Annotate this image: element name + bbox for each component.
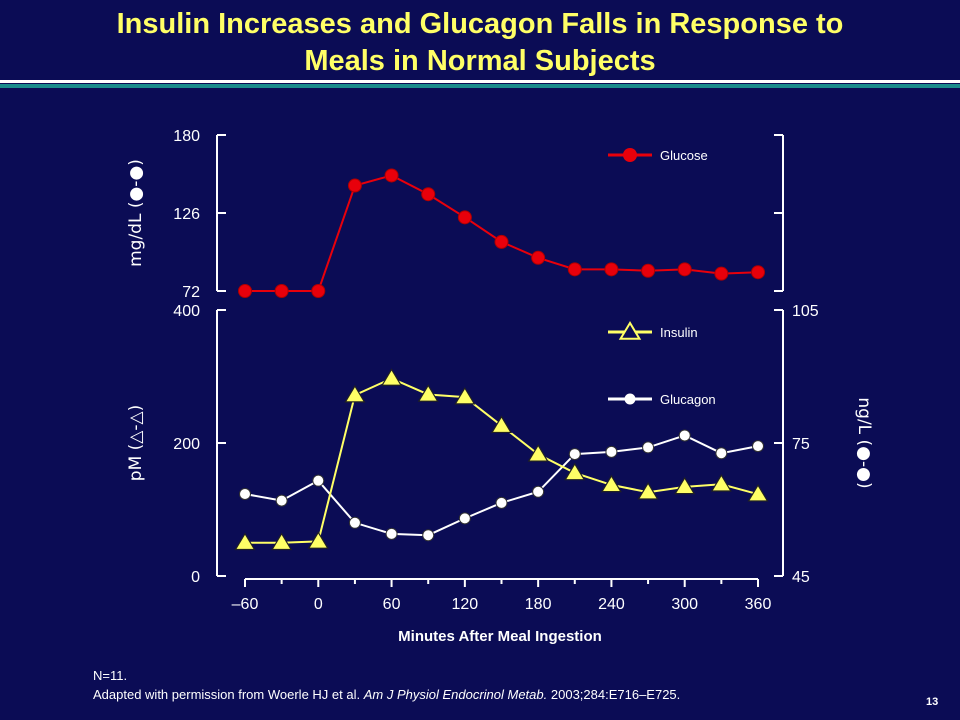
glucose-point [531, 250, 546, 265]
glucose-point [421, 187, 436, 202]
bottom-right-tick-label: 75 [792, 436, 810, 453]
glucagon-point [422, 529, 435, 542]
bottom-right-axis-label: ng/L (●-●) [854, 397, 874, 488]
glucagon-point [568, 448, 581, 461]
insulin-point [307, 531, 329, 549]
insulin-point [527, 444, 549, 462]
insulin-point [674, 476, 696, 495]
title-line-1: Insulin Increases and Glucagon Falls in … [116, 8, 844, 40]
glucagon-point [605, 445, 618, 458]
chart-legend: Glucose Insulin Glucagon [608, 148, 716, 407]
glucose-point [238, 284, 252, 298]
x-tick-label: 240 [598, 596, 625, 613]
insulin-point [234, 532, 256, 551]
footnote-source: Adapted with permission from Woerle HJ e… [93, 687, 680, 702]
glucagon-legend-label: Glucagon [660, 392, 716, 407]
insulin-point [271, 532, 293, 551]
footnote-citation: 2003;284:E716–E725. [550, 687, 681, 702]
bottom-left-tick-label: 200 [173, 436, 200, 453]
x-tick-label: 60 [383, 596, 401, 613]
glucagon-point [678, 429, 691, 442]
chart-tick-labels: 180 126 72 400 200 0 105 75 45 –60 0 60 120 180 240 300… [173, 128, 819, 613]
chart-axes [216, 134, 784, 587]
insulin-point [564, 462, 586, 481]
glucagon-point [458, 512, 471, 525]
slide-title: Insulin Increases and Glucagon Falls in … [40, 6, 920, 80]
bottom-right-tick-label: 45 [792, 569, 810, 586]
title-rule-teal [0, 84, 960, 88]
insulin-legend-label: Insulin [660, 325, 698, 340]
insulin-point [490, 415, 513, 434]
glucose-point [714, 266, 729, 281]
footnote-journal: Am J Physiol Endocrinol Metab. [363, 687, 548, 702]
insulin-point [344, 384, 366, 403]
glucose-point [457, 210, 472, 225]
glucagon-legend-marker [624, 393, 636, 405]
title-rule-white [0, 80, 960, 83]
x-tick-label: 120 [452, 596, 479, 613]
glucose-legend-label: Glucose [660, 148, 708, 163]
top-left-tick-label: 72 [182, 284, 200, 301]
glucose-series [238, 168, 765, 298]
x-tick-label: 180 [525, 596, 552, 613]
glucose-point [677, 262, 692, 277]
glucose-point [494, 234, 509, 249]
glucagon-point [348, 516, 361, 529]
insulin-point [454, 386, 476, 405]
top-left-axis-label: mg/dL (●-●) [126, 159, 146, 267]
footnote-n: N=11. [93, 668, 128, 683]
glucagon-point [239, 487, 251, 500]
insulin-point [417, 384, 439, 402]
glucagon-point [275, 494, 288, 507]
glucose-legend-marker [623, 148, 637, 162]
page-number: 13 [926, 696, 939, 708]
insulin-legend-marker [618, 321, 642, 340]
glucose-point [311, 284, 326, 298]
glucose-point [347, 178, 362, 193]
glucagon-point [715, 447, 728, 460]
bottom-left-tick-label: 400 [173, 303, 200, 320]
glucose-point [274, 284, 289, 298]
x-tick-label: 0 [314, 596, 323, 613]
top-left-tick-label: 126 [173, 206, 200, 223]
bottom-left-axis-label: pM (△-△) [126, 405, 146, 481]
glucose-point [604, 262, 619, 277]
top-left-tick-label: 180 [173, 128, 200, 145]
bottom-left-tick-label: 0 [191, 569, 200, 586]
footnote-source-prefix: Adapted with permission from Woerle HJ e… [93, 687, 361, 702]
insulin-point [600, 474, 622, 493]
x-tick-label: –60 [232, 596, 259, 613]
glucose-point [751, 265, 765, 280]
x-tick-label: 360 [745, 596, 772, 613]
insulin-point [747, 484, 769, 502]
insulin-series [234, 368, 769, 551]
glucagon-point [642, 441, 655, 454]
glucose-point [384, 168, 399, 183]
insulin-point [637, 482, 659, 500]
glucagon-point [495, 496, 508, 509]
insulin-point [381, 368, 403, 386]
glucagon-point [752, 440, 764, 453]
glucose-point [567, 262, 582, 277]
glucagon-point [312, 474, 325, 487]
glucose-point [641, 263, 656, 278]
insulin-point [710, 474, 732, 492]
x-tick-label: 300 [671, 596, 698, 613]
chart-axis-labels: Minutes After Meal Ingestion mg/dL (●-●) p… [126, 159, 874, 645]
glucagon-point [532, 485, 545, 498]
x-axis-label: Minutes After Meal Ingestion [398, 628, 602, 645]
glucagon-point [385, 527, 398, 540]
bottom-right-tick-label: 105 [792, 303, 819, 320]
title-line-2: Meals in Normal Subjects [304, 45, 656, 77]
